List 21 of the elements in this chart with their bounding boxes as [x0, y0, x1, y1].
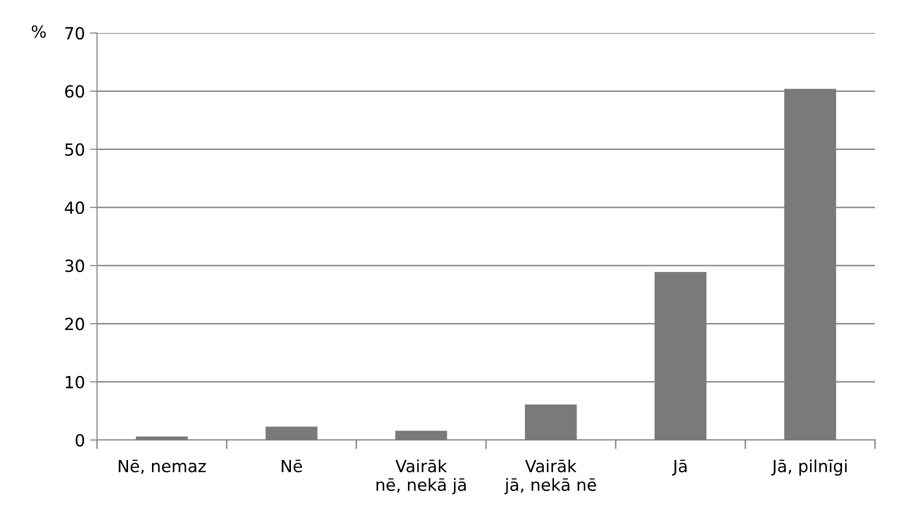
y-tick-label: 10: [66, 376, 84, 388]
bar: [784, 88, 836, 440]
bar: [654, 272, 706, 440]
y-tick-label: 50: [65, 143, 84, 156]
x-tick-label: Nē, nemaz: [118, 460, 206, 474]
x-tick-label: Nē: [282, 460, 302, 472]
y-tick-label: 0: [76, 434, 84, 447]
bar: [395, 430, 448, 440]
y-axis-title: %: [32, 25, 46, 38]
y-tick-label: 60: [65, 85, 84, 98]
y-tick-label: 20: [65, 318, 84, 330]
x-tick-label: Vairāk nē, nekā jā: [376, 459, 466, 494]
y-tick-label: 30: [65, 260, 84, 272]
y-tick-label: 40: [64, 201, 84, 214]
y-tick-label: 70: [65, 26, 84, 40]
bar: [136, 436, 188, 440]
x-tick-label: Vairāk jā, nekā nē: [504, 459, 596, 494]
bar: [266, 426, 318, 440]
bar: [524, 404, 577, 440]
x-tick-label: Jā, pilnīgi: [771, 459, 847, 476]
x-tick-label: Jā: [672, 460, 687, 476]
